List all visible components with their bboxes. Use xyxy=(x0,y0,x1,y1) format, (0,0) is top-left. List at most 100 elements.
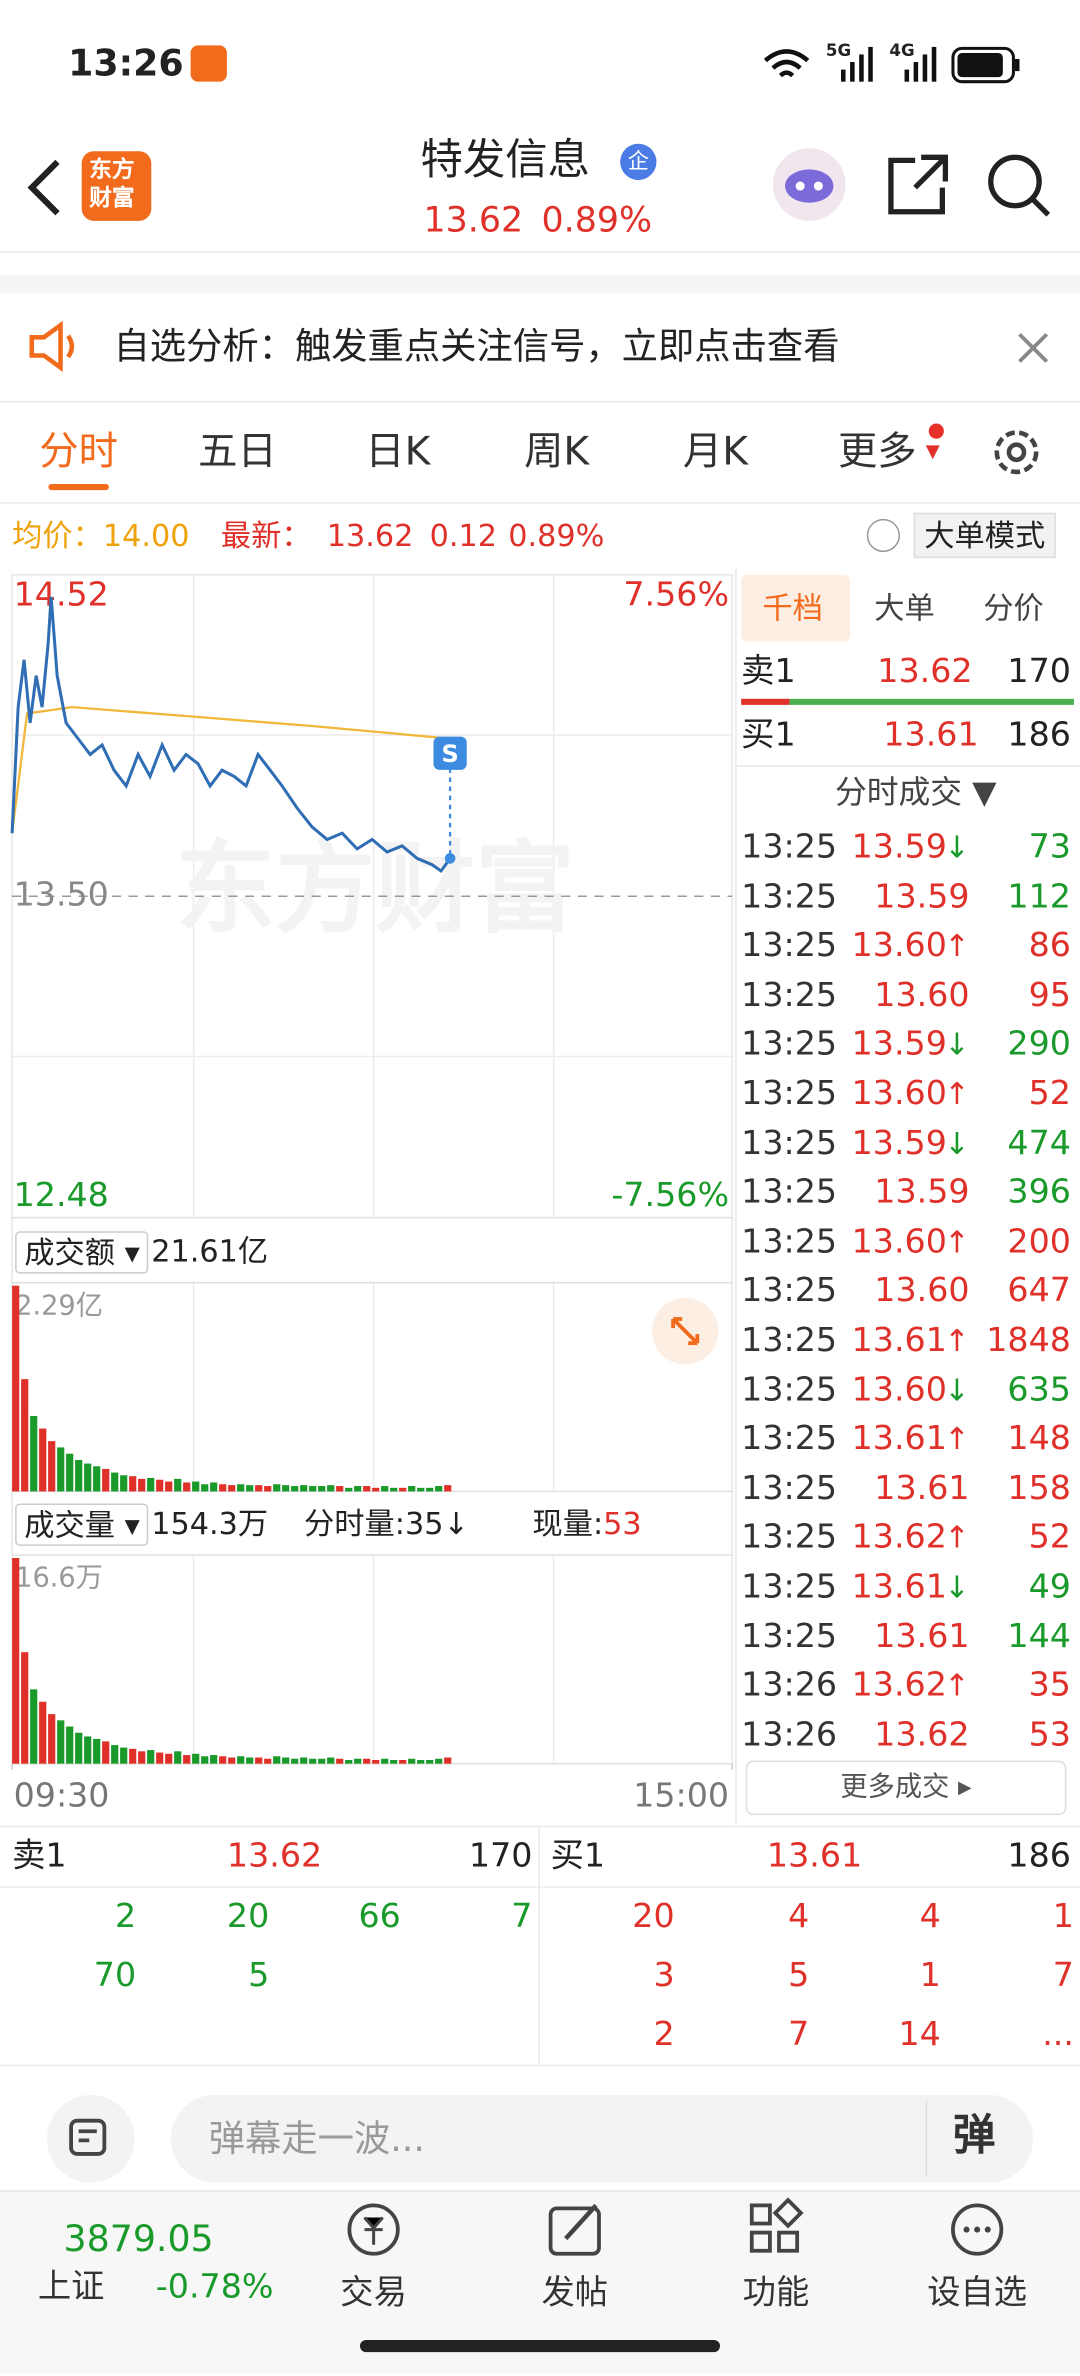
bar xyxy=(84,1736,92,1764)
trade-volume: 635 xyxy=(1007,1371,1071,1410)
close-button[interactable] xyxy=(1015,330,1051,366)
sell1-price: 13.62 xyxy=(877,653,973,692)
bar xyxy=(210,1482,218,1492)
comment-icon[interactable] xyxy=(46,2094,135,2183)
nav-item[interactable]: 功能 xyxy=(742,2274,810,2313)
trade-volume: 52 xyxy=(1028,1519,1071,1558)
trades-title[interactable]: 分时成交 ▼ xyxy=(834,774,997,811)
bar xyxy=(291,1758,299,1764)
bar xyxy=(282,1485,290,1492)
bar xyxy=(120,1475,128,1492)
trade-price: 13.61 xyxy=(851,1568,947,1607)
index-value[interactable]: 3879.05 xyxy=(63,2217,214,2260)
amount-total: 21.61亿 xyxy=(151,1232,269,1270)
tab[interactable]: 日K xyxy=(365,429,431,475)
tab[interactable]: 月K xyxy=(682,429,749,475)
bar xyxy=(12,1285,20,1492)
nav-item[interactable]: 交易 xyxy=(340,2274,407,2313)
badge: 企 xyxy=(620,143,657,180)
buy-queue: 4 xyxy=(788,1898,810,1937)
trade-time: 13:25 xyxy=(741,1568,838,1607)
tab[interactable]: 五日 xyxy=(198,429,277,475)
trade-time: 13:26 xyxy=(741,1667,838,1705)
divider xyxy=(736,765,1080,767)
sell-queue: 2 xyxy=(114,1898,137,1937)
net-label: 4G xyxy=(889,40,915,61)
signal-label: S xyxy=(441,740,458,768)
bar xyxy=(219,1484,227,1492)
trade-volume: 158 xyxy=(1007,1469,1071,1508)
bar xyxy=(75,1732,83,1764)
trade-time: 13:25 xyxy=(741,1420,838,1459)
volume-selector[interactable]: 成交量 ▾ xyxy=(15,1503,149,1546)
sell-queue: 5 xyxy=(248,1957,270,1996)
trade-price: 13.60 xyxy=(851,1223,947,1262)
bar xyxy=(129,1476,137,1492)
trade-time: 13:25 xyxy=(741,1617,838,1656)
trade-volume: 73 xyxy=(1028,828,1071,867)
more-trades[interactable]: 更多成交 ▸ xyxy=(745,1760,1067,1816)
bar xyxy=(444,1485,452,1492)
x-tick-label: 09:30 xyxy=(14,1775,110,1814)
logo-text: 财富 xyxy=(89,184,135,212)
bar xyxy=(39,1428,47,1492)
bar xyxy=(372,1759,380,1764)
buy-volume: 186 xyxy=(1007,1837,1071,1876)
nav-item[interactable]: 设自选 xyxy=(927,2274,1028,2313)
back-button[interactable] xyxy=(21,157,66,218)
trade-time: 13:26 xyxy=(741,1716,838,1755)
settings-button[interactable] xyxy=(989,425,1043,479)
header-icons[interactable] xyxy=(764,145,1067,230)
divider xyxy=(925,2101,928,2177)
bar xyxy=(165,1481,173,1492)
bar xyxy=(255,1757,263,1764)
trade-price: 13.59 xyxy=(874,878,970,917)
trade-volume: 95 xyxy=(1028,976,1071,1015)
bar xyxy=(237,1484,245,1492)
ratio-bar xyxy=(741,698,790,705)
sell-queue: 70 xyxy=(93,1957,137,1996)
bar xyxy=(300,1485,308,1492)
bar xyxy=(273,1756,281,1764)
mode-button[interactable]: 大单模式 xyxy=(913,512,1056,559)
bar xyxy=(363,1486,371,1492)
bar xyxy=(201,1756,209,1764)
tab[interactable]: 分时 xyxy=(39,429,118,475)
bar xyxy=(183,1755,191,1764)
trade-time: 13:25 xyxy=(741,1469,838,1508)
tab[interactable]: 周K xyxy=(524,429,590,475)
bar xyxy=(426,1759,434,1764)
trade-price: 13.61 xyxy=(874,1617,970,1656)
tab-highlight xyxy=(741,574,851,642)
buy-queue: 1 xyxy=(1052,1898,1074,1937)
bar xyxy=(75,1459,83,1492)
nav-icons xyxy=(347,2197,1004,2256)
trade-volume: 1848 xyxy=(986,1322,1071,1360)
sell1-volume: 170 xyxy=(1007,653,1071,692)
bar xyxy=(57,1447,65,1492)
watermark: 东方财富 xyxy=(175,830,574,947)
bar xyxy=(282,1757,290,1764)
bar xyxy=(147,1477,155,1492)
bar xyxy=(246,1757,254,1764)
home-indicator xyxy=(359,2339,720,2353)
nav-item[interactable]: 发帖 xyxy=(541,2274,609,2313)
bar xyxy=(363,1758,371,1764)
trade-volume: 148 xyxy=(1007,1420,1071,1459)
book-tab[interactable]: 千档 xyxy=(762,589,823,627)
danmaku-button[interactable]: 弹 xyxy=(952,2110,996,2160)
bar xyxy=(57,1720,65,1764)
tab[interactable]: 更多 xyxy=(837,429,917,475)
book-tab[interactable]: 大单 xyxy=(874,589,935,627)
bar xyxy=(66,1726,74,1764)
notice-text[interactable]: 自选分析：触发重点关注信号，立即点击查看 xyxy=(113,325,840,368)
bar xyxy=(390,1759,398,1764)
last-label: 最新： xyxy=(220,517,312,554)
help-icon[interactable] xyxy=(866,518,900,553)
amount-selector[interactable]: 成交额 ▾ xyxy=(15,1231,149,1274)
bar xyxy=(210,1755,218,1764)
bar xyxy=(381,1486,389,1492)
book-tab[interactable]: 分价 xyxy=(983,589,1044,627)
comment-input[interactable] xyxy=(170,2094,1034,2183)
